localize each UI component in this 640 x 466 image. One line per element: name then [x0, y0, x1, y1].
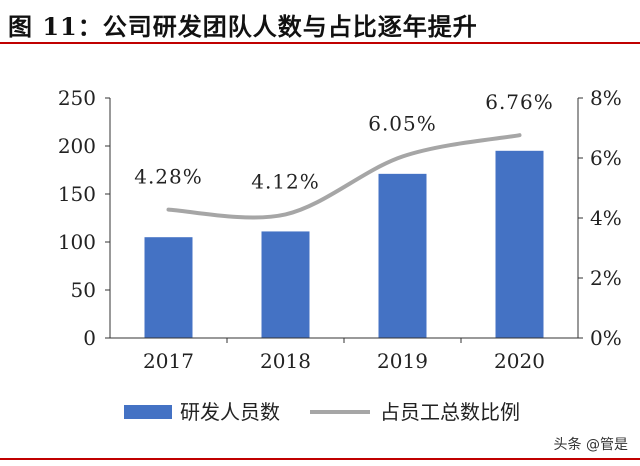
x-tick-label: 2019: [377, 349, 428, 373]
y-right-tick-label: 2%: [590, 266, 622, 290]
x-tick-label: 2018: [260, 349, 311, 373]
y-right-tick-label: 4%: [590, 206, 622, 230]
ratio-data-label: 6.76%: [485, 90, 554, 114]
y-right-tick-label: 6%: [590, 146, 622, 170]
y-left-tick-label: 0: [83, 326, 96, 350]
y-left-tick-label: 50: [71, 278, 96, 302]
legend-bar-label: 研发人员数: [180, 400, 280, 424]
y-left-tick-label: 200: [58, 134, 96, 158]
y-left-tick-label: 100: [58, 230, 96, 254]
ratio-data-label: 4.28%: [134, 165, 203, 189]
figure-title: 图 11：公司研发团队人数与占比逐年提升: [8, 12, 478, 41]
ratio-data-label: 4.12%: [251, 169, 320, 193]
bottom-rule: [0, 458, 640, 460]
watermark: 头条 @管是: [553, 437, 628, 453]
ratio-data-label: 6.05%: [368, 112, 437, 136]
y-right-tick-label: 8%: [590, 86, 622, 110]
x-tick-label: 2017: [143, 349, 194, 373]
figure-title-bar: 图 11：公司研发团队人数与占比逐年提升: [0, 0, 640, 44]
legend-bar-swatch: [124, 405, 172, 419]
bar-2019: [378, 173, 427, 338]
y-left-tick-label: 150: [58, 182, 96, 206]
legend-line-label: 占员工总数比例: [380, 400, 520, 424]
bar-2020: [495, 150, 544, 338]
bar-2017: [144, 237, 193, 338]
ratio-line: [166, 133, 522, 220]
x-tick-label: 2020: [494, 349, 545, 373]
y-right-tick-label: 0%: [590, 326, 622, 350]
bar-2018: [261, 231, 310, 338]
y-left-tick-label: 250: [58, 86, 96, 110]
